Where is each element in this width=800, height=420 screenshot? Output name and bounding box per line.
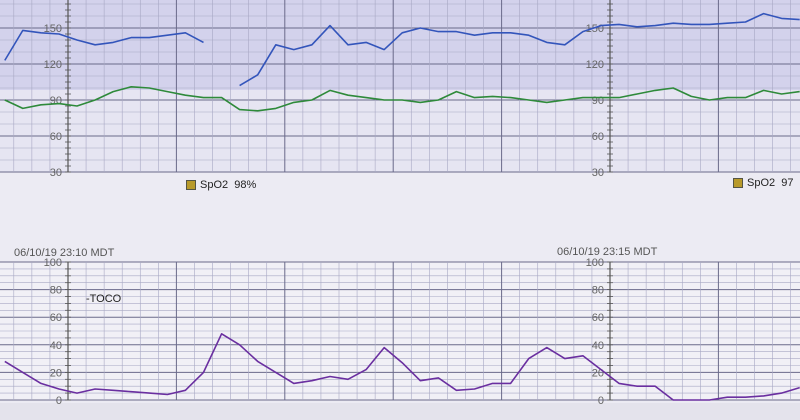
y-tick-label: 80	[592, 285, 604, 297]
spo2-readout-left: SpO2 98%	[186, 179, 256, 191]
toco-legend: -TOCO	[86, 293, 122, 305]
y-tick-label: 60	[50, 312, 62, 324]
maternal-heart-rate-line	[4, 86, 800, 112]
y-tick-label: 120	[44, 59, 62, 71]
y-tick-label: 20	[50, 367, 62, 379]
y-tick-label: 0	[56, 395, 62, 407]
fetal-heart-rate-line	[4, 12, 800, 87]
timestamp-right: 06/10/19 23:15 MDT	[557, 246, 658, 258]
y-tick-label: 60	[592, 131, 604, 143]
toco-line	[4, 333, 800, 401]
y-tick-label: 0	[598, 395, 604, 407]
y-tick-label: 40	[50, 340, 62, 352]
y-tick-label: 40	[592, 340, 604, 352]
y-tick-label: 100	[586, 257, 604, 269]
spo2-label: SpO2	[200, 179, 229, 191]
spo2-icon	[733, 178, 743, 189]
y-tick-label: 30	[50, 167, 62, 179]
y-tick-label: 150	[44, 23, 62, 35]
y-tick-label: 90	[50, 95, 62, 107]
spo2-value: 97	[781, 177, 794, 189]
footer-strip	[0, 403, 800, 420]
spo2-value: 98%	[234, 179, 257, 191]
y-tick-label: 20	[592, 367, 604, 379]
y-tick-label: 100	[44, 257, 62, 269]
y-tick-label: 60	[592, 312, 604, 324]
y-tick-label: 80	[50, 285, 62, 297]
spo2-label: SpO2	[747, 177, 776, 189]
y-tick-label: 30	[592, 167, 604, 179]
fhr-panel-background	[0, 90, 800, 172]
fhr-panel-background	[0, 0, 800, 90]
timestamp-left: 06/10/19 23:10 MDT	[14, 247, 115, 259]
y-tick-label: 120	[586, 59, 604, 71]
spo2-readout-right: SpO2 97	[733, 177, 794, 189]
spo2-icon	[186, 180, 196, 191]
y-tick-label: 60	[50, 131, 62, 143]
